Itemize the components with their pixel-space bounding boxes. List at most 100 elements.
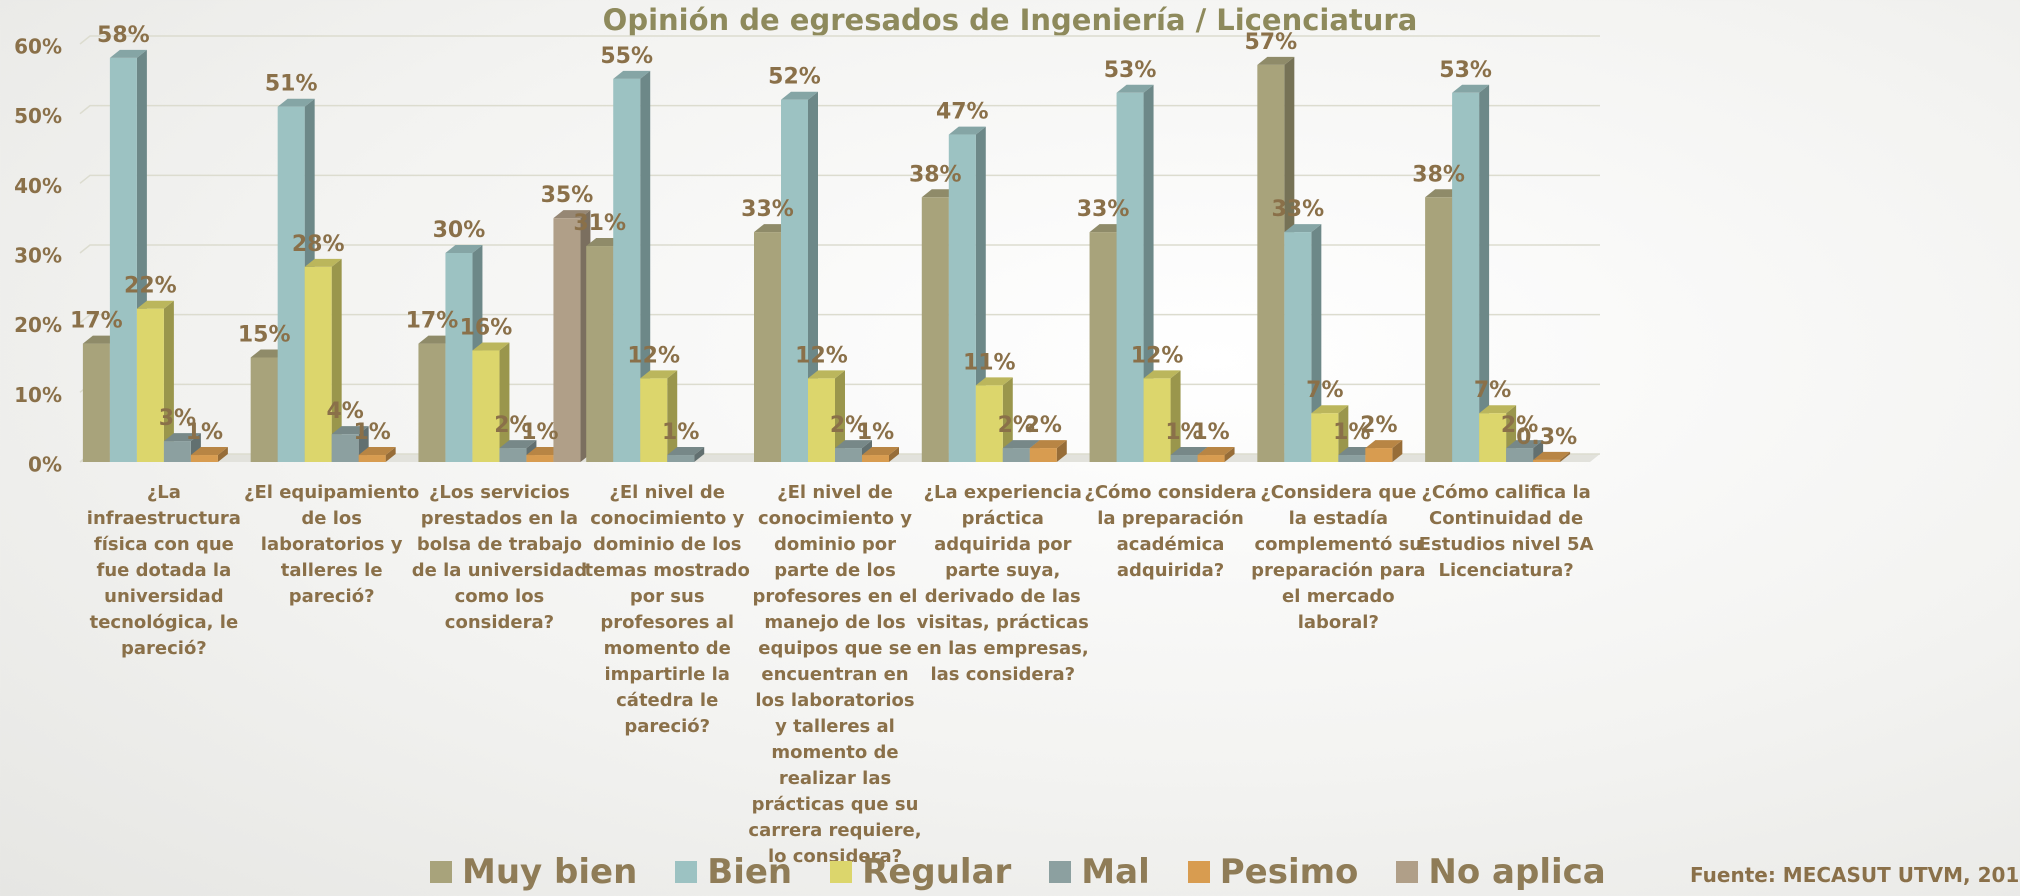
legend-swatch: [1187, 861, 1210, 883]
data-label: 53%: [1439, 58, 1492, 83]
data-label: 38%: [909, 162, 962, 187]
bar-top: [1452, 84, 1490, 93]
data-label: 2%: [998, 413, 1035, 438]
data-label: 1%: [662, 420, 699, 445]
bar-side: [835, 370, 845, 462]
bar: [445, 253, 473, 462]
bar: [304, 266, 332, 462]
data-label: 2%: [1501, 413, 1538, 438]
data-label: 33%: [741, 197, 794, 222]
bar-side: [385, 447, 396, 462]
bar-top: [1257, 56, 1295, 65]
bar-side: [640, 70, 651, 462]
y-tick-label: 30%: [14, 244, 62, 268]
bar: [553, 218, 581, 462]
data-label: 1%: [353, 420, 390, 445]
bar: [277, 106, 305, 462]
bar-top: [613, 70, 651, 79]
data-label: 53%: [1104, 58, 1157, 83]
bar-top: [1116, 84, 1154, 93]
bar: [613, 78, 641, 462]
bar-top: [948, 126, 986, 135]
data-label: 30%: [433, 218, 486, 243]
data-label: 1%: [1192, 420, 1229, 445]
bar-side: [1056, 440, 1067, 462]
chart-title: Opinión de egresados de Ingeniería / Lic…: [603, 3, 1418, 37]
legend-label: Pesimo: [1219, 852, 1359, 892]
data-label: 22%: [124, 274, 177, 299]
bar-top: [109, 49, 147, 58]
data-label: 17%: [406, 309, 459, 334]
legend-label: Muy bien: [462, 852, 638, 892]
bar-top: [808, 370, 845, 379]
data-label: 16%: [460, 316, 513, 341]
bar: [331, 434, 359, 462]
data-label: 57%: [1244, 30, 1297, 55]
data-label: 12%: [627, 343, 680, 368]
bar-side: [1002, 377, 1013, 462]
bar: [1029, 448, 1057, 462]
data-label: 1%: [186, 420, 223, 445]
legend-label: Bien: [707, 852, 793, 892]
data-label: 11%: [963, 350, 1016, 375]
bar-top: [1311, 405, 1349, 414]
bar-side: [1560, 451, 1571, 462]
bar-top: [1284, 224, 1322, 233]
bar: [1116, 92, 1144, 463]
bar-side: [1170, 370, 1181, 462]
bar-top: [358, 447, 396, 456]
bar-side: [667, 370, 678, 462]
data-label: 12%: [795, 343, 848, 368]
x-tick-label: ¿Cómo considera la preparación académica…: [1084, 482, 1257, 581]
x-tick-label: ¿Los servicios prestados en la bolsa de …: [411, 482, 588, 633]
bar: [190, 455, 218, 462]
bar-top: [136, 300, 174, 309]
data-label: 1%: [1165, 420, 1202, 445]
bar: [586, 246, 614, 462]
data-label: 33%: [1271, 197, 1324, 222]
bar-top: [975, 377, 1013, 386]
bar: [754, 232, 781, 462]
bar-side: [499, 342, 510, 462]
bar-top: [1170, 447, 1208, 456]
bar-top: [190, 447, 228, 456]
legend-swatch: [675, 861, 698, 883]
data-label: 15%: [238, 323, 291, 348]
bar-side: [975, 126, 986, 463]
bar: [1506, 448, 1534, 462]
legend-item: No aplica: [1396, 852, 1606, 892]
bar: [1425, 197, 1453, 462]
bar-side: [217, 447, 228, 462]
grid-line: [79, 35, 1600, 45]
data-label: 2%: [1025, 413, 1062, 438]
bar: [358, 455, 386, 462]
data-label: 12%: [1131, 343, 1184, 368]
bar: [1311, 413, 1339, 462]
bar: [808, 378, 835, 462]
data-label: 35%: [541, 183, 594, 208]
bar-top: [1506, 440, 1544, 449]
data-label: 0.3%: [1516, 425, 1577, 450]
bar: [1479, 413, 1507, 462]
data-label: 2%: [1360, 413, 1397, 438]
data-label: 4%: [326, 399, 363, 424]
bar: [1143, 378, 1171, 462]
bar-top: [835, 440, 872, 449]
bar-top: [277, 98, 315, 107]
bar: [975, 385, 1003, 462]
y-tick-label: 40%: [14, 174, 62, 198]
bar-side: [1311, 224, 1322, 462]
bar-side: [1224, 447, 1235, 462]
grid-line: [79, 104, 1600, 115]
bar: [109, 57, 137, 462]
legend-label: Regular: [862, 852, 1012, 892]
bar: [781, 99, 808, 462]
bar-top: [862, 447, 899, 456]
bar-side: [1143, 84, 1154, 463]
bar: [862, 455, 889, 462]
legend-item: Bien: [675, 852, 792, 892]
legend-item: Regular: [830, 852, 1011, 892]
y-tick-label: 50%: [14, 104, 62, 128]
grid-line: [79, 174, 1600, 184]
